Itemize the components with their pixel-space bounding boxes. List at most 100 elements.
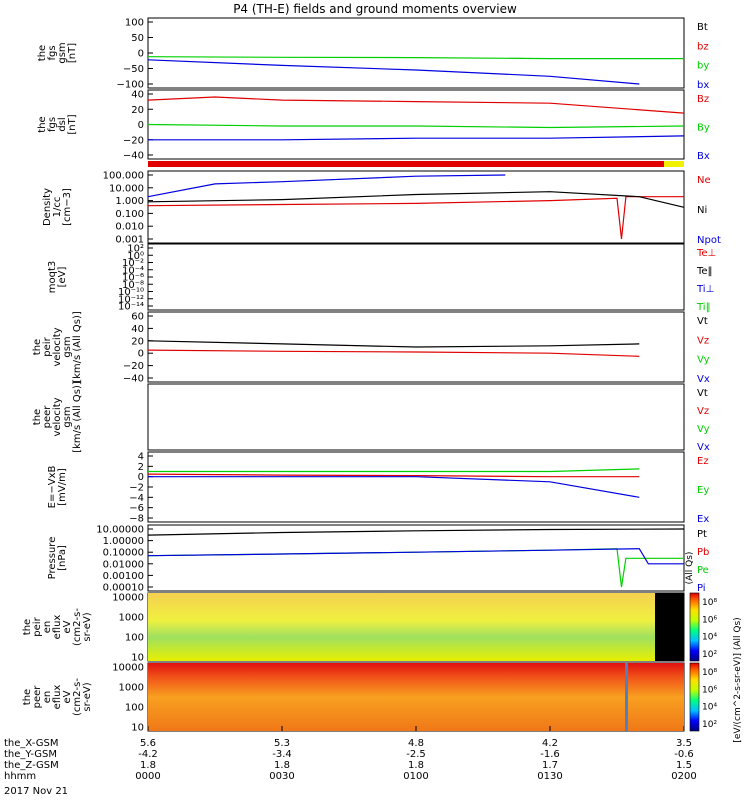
legend-entry: By (697, 123, 710, 134)
x-row-label: the_Z-GSM (4, 760, 59, 771)
y-tick-label: 100.000 (103, 171, 144, 182)
y-axis-label: peer (32, 685, 43, 709)
y-axis-label: the (37, 116, 48, 132)
y-axis-label: [nT] (67, 114, 78, 134)
y-axis-label: [cm−3] (62, 188, 73, 226)
colorbar-label: [eV/(cm^2-s-sr-eV)] (All Qs) (733, 617, 743, 742)
y-axis-label: [mV/m] (57, 468, 68, 506)
spectrogram-peer (148, 663, 684, 731)
y-axis-label: eV (62, 620, 73, 633)
colorbar-tick-bottom: 10⁴ (702, 703, 717, 713)
x-tick-label: -0.6 (674, 749, 694, 760)
panel-frame (147, 17, 685, 89)
y-tick-label: 0.10000 (103, 548, 144, 559)
y-tick-label: 10 (131, 723, 144, 734)
y-tick-label: 1000 (119, 683, 144, 694)
y-axis-label: Density (42, 188, 53, 226)
series-density-ne (147, 196, 684, 240)
date-label: 2017 Nov 21 (4, 786, 68, 797)
y-tick-label: 0.010 (115, 222, 144, 233)
x-tick-label: 3.5 (676, 738, 692, 749)
legend-entry: Pb (697, 547, 709, 558)
legend-entry: Te‖ (696, 266, 713, 277)
panel-frame (147, 524, 685, 592)
x-tick-label: -3.4 (272, 749, 292, 760)
panel-frame (147, 311, 685, 383)
y-tick-label: 10² (127, 244, 144, 255)
y-tick-label: 1.000 (115, 196, 144, 207)
legend-entry: Npot (697, 235, 721, 246)
series-fgs-dsl-by (147, 123, 685, 129)
x-tick-label: 0000 (135, 771, 160, 782)
series-fgs-gsm-by (147, 56, 684, 60)
y-tick-label: 60 (131, 312, 144, 323)
y-tick-label: 20 (131, 336, 144, 347)
series-fgs-dsl-bx (148, 135, 685, 141)
y-axis-label: eV (62, 690, 73, 703)
y-tick-label: −6 (129, 503, 144, 514)
y-tick-label: −40 (123, 374, 144, 385)
y-tick-label: 10⁻⁸ (122, 280, 144, 291)
y-axis-label: the (32, 339, 43, 355)
y-tick-label: 0 (138, 120, 144, 131)
legend-entry: Te⊥ (696, 248, 716, 259)
spec-peer-stripe (625, 663, 628, 731)
y-axis-label: fgs (47, 117, 58, 132)
x-row-label: the_Y-GSM (4, 749, 57, 760)
legend-entry: Ni (697, 205, 707, 216)
y-tick-label: −8 (129, 514, 144, 525)
spectrogram-peir (148, 593, 684, 661)
y-tick-label: −40 (123, 151, 144, 162)
x-tick-label: 1.8 (274, 760, 290, 771)
y-tick-label: 10⁻⁴ (122, 265, 144, 276)
legend-entry: Vx (697, 442, 710, 453)
panel-fgs-gsm: 100 50 0 −50 −100 the fgs gsm [nT] Bt bz by bx (37, 17, 709, 91)
status-bar-yellow (664, 161, 684, 167)
series-density-ni (147, 191, 685, 208)
y-axis-label: E=−VxB (47, 466, 58, 509)
legend-entry: Ti⊥ (696, 284, 714, 295)
panel-frame (147, 451, 685, 523)
x-tick-label: 4.2 (542, 738, 558, 749)
y-axis-label: peir (42, 336, 53, 356)
colorbar-tick-bottom: 10² (702, 720, 717, 730)
y-axis-label: peir (32, 616, 43, 636)
series-pressure-pt (147, 528, 685, 536)
y-axis-label: moqt3 (47, 261, 58, 294)
x-tick-label: 1.7 (542, 760, 558, 771)
x-tick-label: 5.3 (274, 738, 290, 749)
y-tick-label: 2 (138, 462, 144, 473)
legend-entry: Vt (697, 388, 708, 399)
y-tick-label: 10.000 (109, 183, 144, 194)
panel-frame (147, 243, 685, 311)
y-tick-label: 10⁻¹⁰ (118, 287, 144, 298)
y-axis-label: dsl (57, 117, 68, 131)
series-peir-velocity-vt (147, 340, 640, 348)
x-tick-label: 1.5 (676, 760, 692, 771)
panel-pressure: 10.000001.000000.100000.010000.001000.00… (47, 524, 709, 594)
colorbar-tick-bottom: 10⁸ (702, 668, 717, 678)
x-tick-label: 5.6 (140, 738, 156, 749)
legend-entry: Pt (697, 529, 707, 540)
legend-entry: Ey (697, 485, 709, 496)
panel-frame (147, 170, 685, 244)
y-axis-label: sr-eV) (82, 682, 93, 711)
legend-entry: bx (697, 80, 709, 91)
y-tick-label: 0.00010 (103, 583, 144, 594)
y-tick-label: 100 (125, 18, 144, 29)
y-tick-label: 1.00000 (103, 536, 144, 547)
colorbar-top (689, 592, 700, 662)
y-tick-label: 0 (138, 349, 144, 360)
y-tick-label: 10⁻⁶ (122, 273, 144, 284)
y-axis-label: fgs (47, 45, 58, 60)
y-tick-label: −20 (123, 361, 144, 372)
spec-peir-gap (655, 593, 684, 661)
y-tick-label: 50 (131, 33, 144, 44)
y-tick-label: 10.00000 (96, 525, 144, 536)
legend-entry: Vt (697, 316, 708, 327)
legend-entry: Bt (697, 22, 708, 33)
series-efield-ez (147, 473, 640, 478)
x-tick-label: -2.5 (406, 749, 426, 760)
